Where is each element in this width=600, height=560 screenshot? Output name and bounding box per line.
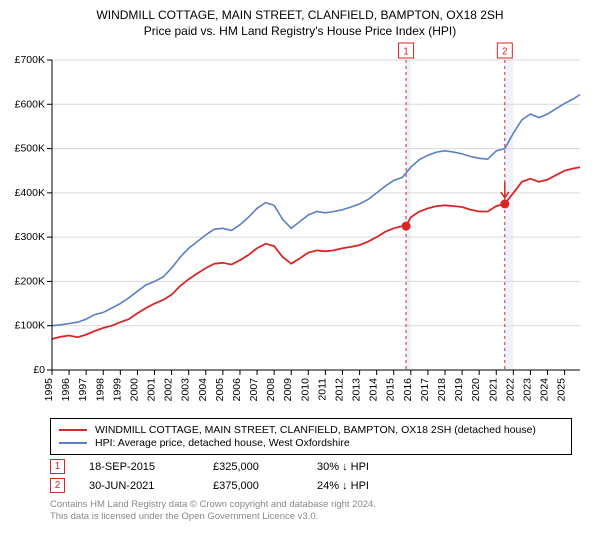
- svg-text:£0: £0: [33, 364, 45, 376]
- price-chart: £0 £100K £200K £300K £400K £500K £600K £700K 199…: [10, 42, 590, 412]
- svg-text:2005: 2005: [214, 378, 226, 402]
- svg-text:2004: 2004: [197, 378, 209, 402]
- svg-text:2011: 2011: [316, 378, 328, 401]
- svg-text:2016: 2016: [402, 378, 414, 402]
- svg-text:2001: 2001: [146, 378, 158, 402]
- svg-text:1999: 1999: [111, 378, 123, 402]
- svg-text:£200K: £200K: [15, 275, 45, 287]
- svg-text:£400K: £400K: [15, 187, 45, 199]
- svg-text:1996: 1996: [60, 378, 72, 402]
- svg-text:2021: 2021: [487, 378, 499, 402]
- svg-text:2006: 2006: [231, 378, 243, 402]
- svg-text:£100K: £100K: [15, 320, 45, 332]
- svg-text:2: 2: [502, 47, 508, 58]
- legend-label: HPI: Average price, detached house, West…: [95, 437, 350, 449]
- footer-line: This data is licensed under the Open Gov…: [50, 511, 572, 523]
- svg-text:2013: 2013: [351, 378, 363, 402]
- marker-pct: 24% ↓ HPI: [317, 480, 407, 492]
- footer-line: Contains HM Land Registry data © Crown c…: [50, 499, 572, 511]
- marker-price: £375,000: [213, 480, 293, 492]
- svg-text:2023: 2023: [521, 378, 533, 402]
- svg-text:2010: 2010: [299, 378, 311, 402]
- svg-text:£700K: £700K: [15, 54, 45, 66]
- svg-text:2022: 2022: [504, 378, 516, 402]
- svg-text:1: 1: [403, 47, 409, 58]
- marker-row: 1 18-SEP-2015 £325,000 30% ↓ HPI: [50, 459, 572, 474]
- legend: WINDMILL COTTAGE, MAIN STREET, CLANFIELD…: [50, 418, 572, 455]
- svg-text:2000: 2000: [128, 378, 140, 402]
- legend-swatch-hpi: [59, 442, 87, 444]
- svg-text:£600K: £600K: [15, 98, 45, 110]
- legend-swatch-property: [59, 429, 87, 431]
- svg-text:2019: 2019: [453, 378, 465, 402]
- legend-row: HPI: Average price, detached house, West…: [59, 437, 563, 449]
- marker-price: £325,000: [213, 461, 293, 473]
- footer-attribution: Contains HM Land Registry data © Crown c…: [50, 499, 572, 524]
- svg-text:1998: 1998: [94, 378, 106, 402]
- title-subtitle: Price paid vs. HM Land Registry's House …: [10, 24, 590, 38]
- svg-text:£500K: £500K: [15, 143, 45, 155]
- svg-text:2025: 2025: [556, 378, 568, 402]
- svg-text:1997: 1997: [77, 378, 89, 402]
- marker-date: 18-SEP-2015: [89, 461, 189, 473]
- svg-text:2014: 2014: [368, 378, 380, 402]
- svg-text:2002: 2002: [163, 378, 175, 402]
- title-address: WINDMILL COTTAGE, MAIN STREET, CLANFIELD…: [10, 8, 590, 22]
- svg-text:2007: 2007: [248, 378, 260, 402]
- svg-text:1995: 1995: [43, 378, 55, 402]
- svg-text:2003: 2003: [180, 378, 192, 402]
- svg-text:£300K: £300K: [15, 231, 45, 243]
- marker-date: 30-JUN-2021: [89, 480, 189, 492]
- marker-table: 1 18-SEP-2015 £325,000 30% ↓ HPI 2 30-JU…: [50, 459, 572, 493]
- svg-text:2009: 2009: [282, 378, 294, 402]
- marker-badge-1: 1: [50, 459, 65, 474]
- legend-row: WINDMILL COTTAGE, MAIN STREET, CLANFIELD…: [59, 424, 563, 436]
- marker-pct: 30% ↓ HPI: [317, 461, 407, 473]
- svg-text:2018: 2018: [436, 378, 448, 402]
- marker-row: 2 30-JUN-2021 £375,000 24% ↓ HPI: [50, 478, 572, 493]
- svg-text:2024: 2024: [539, 378, 551, 402]
- svg-text:2015: 2015: [385, 378, 397, 402]
- marker-badge-2: 2: [50, 478, 65, 493]
- svg-text:2020: 2020: [470, 378, 482, 402]
- legend-label: WINDMILL COTTAGE, MAIN STREET, CLANFIELD…: [95, 424, 536, 436]
- svg-text:2012: 2012: [333, 378, 345, 402]
- svg-text:2008: 2008: [265, 378, 277, 402]
- svg-text:2017: 2017: [419, 378, 431, 402]
